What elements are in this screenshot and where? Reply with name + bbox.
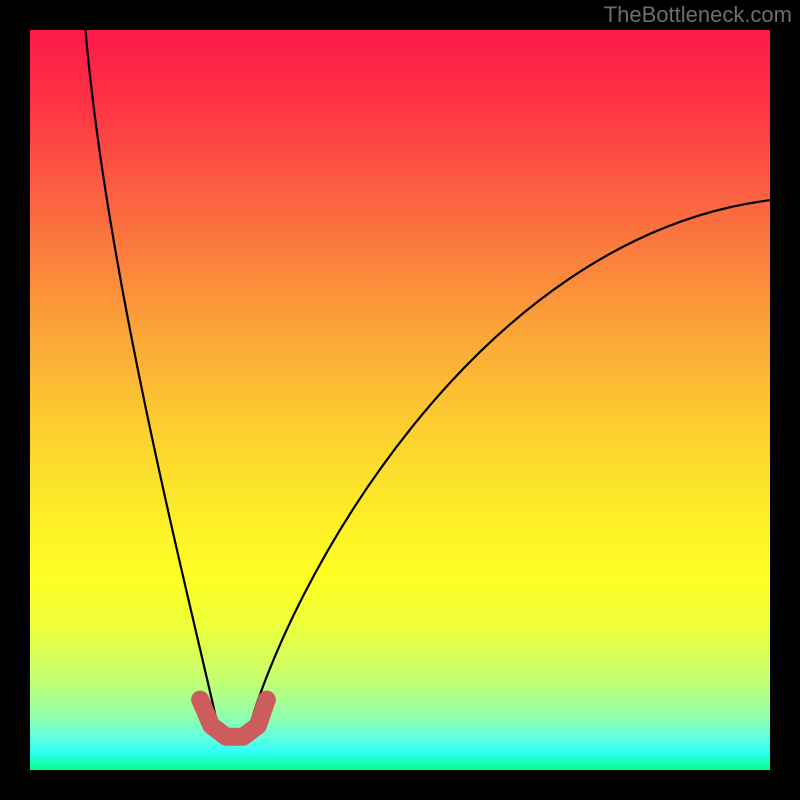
- gradient-plot-area: [30, 30, 770, 770]
- optimal-range-endpoint: [191, 691, 209, 709]
- chart-container: TheBottleneck.com: [0, 0, 800, 800]
- bottleneck-chart-svg: [0, 0, 800, 800]
- watermark-text: TheBottleneck.com: [604, 2, 792, 28]
- optimal-range-endpoint: [258, 691, 276, 709]
